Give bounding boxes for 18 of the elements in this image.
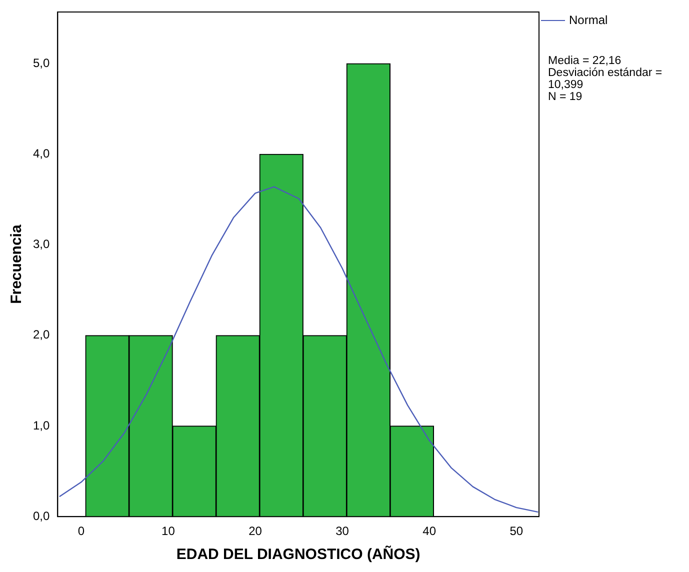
x-tick-label: 10 <box>162 524 176 538</box>
y-tick-label: 5,0 <box>32 56 50 70</box>
text: N = 19 <box>548 91 584 103</box>
y-tick-label: 1,0 <box>32 418 50 432</box>
y-tick-label: 3,0 <box>32 237 50 252</box>
text: Media = 22,16 <box>548 55 622 67</box>
y-tick-label: 4,0 <box>32 146 50 161</box>
x-tick-label: 20 <box>248 524 262 538</box>
x-tick-label: 30 <box>336 524 350 538</box>
y-tick-label: 0,0 <box>32 508 50 523</box>
legend-label: Normal <box>569 13 608 27</box>
y-axis-title: Frecuencia <box>8 224 26 304</box>
text: Desviación estándar = 10,399 <box>548 67 664 91</box>
x-tick-label: 50 <box>510 524 524 538</box>
x-tick-label: 0 <box>78 524 85 538</box>
x-axis-title: EDAD DEL DIAGNOSTICO (AÑOS) <box>176 545 420 564</box>
x-tick-label: 40 <box>422 524 436 538</box>
y-tick-label: 2,0 <box>32 328 50 342</box>
